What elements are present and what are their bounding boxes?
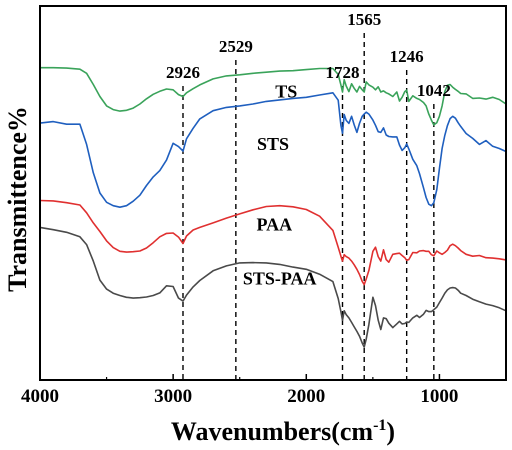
x-tick-label: 2000	[287, 386, 325, 407]
series-label-sts: STS	[257, 134, 289, 154]
series-line-sts-paa	[39, 226, 507, 348]
series-lines	[39, 66, 507, 348]
x-axis-title-close: )	[386, 417, 395, 446]
x-tick-label: 3000	[154, 386, 192, 407]
series-labels: TS STS PAA STS-PAA	[243, 82, 317, 289]
peak-label-2926: 2926	[166, 63, 200, 82]
plot-frame	[39, 5, 507, 381]
reference-lines	[182, 33, 435, 380]
peak-label-1042: 1042	[417, 81, 451, 100]
y-axis-title: Transmittence%	[3, 106, 32, 292]
series-line-paa	[39, 199, 507, 286]
peak-labels: 2926 2529 1728 1565 1246 1042	[166, 10, 451, 100]
x-tick-label: 1000	[420, 386, 458, 407]
x-axis-title-superscript: -1	[373, 417, 386, 434]
x-axis-title: Wavenumbers(cm-1)	[171, 417, 395, 446]
peak-label-2529: 2529	[219, 37, 253, 56]
peak-label-1565: 1565	[347, 10, 381, 29]
x-axis-title-main: Wavenumbers(cm	[171, 417, 374, 446]
series-line-sts	[39, 92, 507, 208]
x-tick-label: 4000	[21, 386, 59, 407]
peak-label-1728: 1728	[326, 63, 360, 82]
series-label-sts-paa: STS-PAA	[243, 269, 317, 289]
peak-label-1246: 1246	[390, 47, 424, 66]
series-label-ts: TS	[275, 82, 297, 102]
series-line-ts	[40, 66, 507, 126]
x-axis-ticks: 4000 3000 2000 1000	[21, 374, 458, 407]
series-label-paa: PAA	[256, 214, 292, 234]
